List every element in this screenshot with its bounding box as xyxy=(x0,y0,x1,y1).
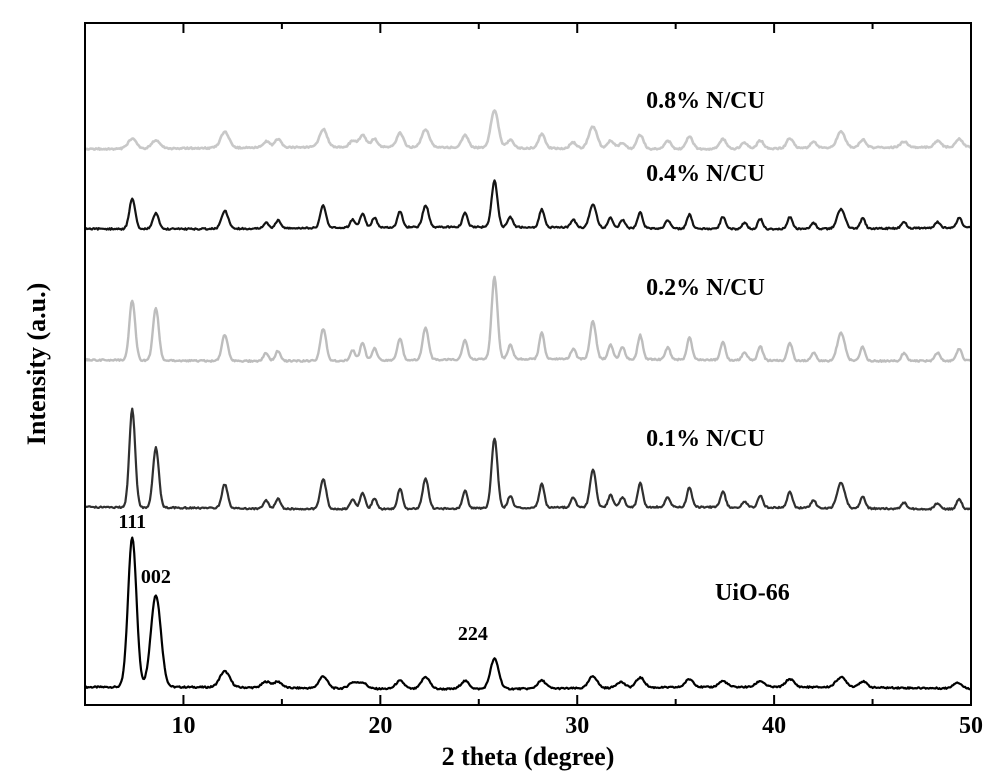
xtick-label: 20 xyxy=(368,713,392,739)
peak-label-002: 002 xyxy=(141,566,171,588)
series-label-ncu_0_8: 0.8% N/CU xyxy=(646,88,765,114)
y-axis-title: Intensity (a.u.) xyxy=(22,283,51,446)
chart-svg: 111 002 224 UiO-66 0.1% N/CU 0.2% N/CU 0.4% N/… xyxy=(0,0,1000,778)
series-label-ncu_0_1: 0.1% N/CU xyxy=(646,426,765,452)
chart-bg xyxy=(0,0,1000,778)
xtick-label: 50 xyxy=(959,713,983,739)
series-label-ncu_0_4: 0.4% N/CU xyxy=(646,161,765,187)
series-label-ncu_0_2: 0.2% N/CU xyxy=(646,275,765,301)
peak-label-111: 111 xyxy=(118,511,146,533)
x-axis-title: 2 theta (degree) xyxy=(442,742,615,771)
xrd-stacked-chart: 111 002 224 UiO-66 0.1% N/CU 0.2% N/CU 0.4% N/… xyxy=(0,0,1000,778)
series-label-uio66: UiO-66 xyxy=(715,580,790,606)
peak-label-224: 224 xyxy=(458,623,488,645)
xtick-label: 40 xyxy=(762,713,786,739)
xtick-label: 10 xyxy=(171,713,195,739)
xtick-label: 30 xyxy=(565,713,589,739)
